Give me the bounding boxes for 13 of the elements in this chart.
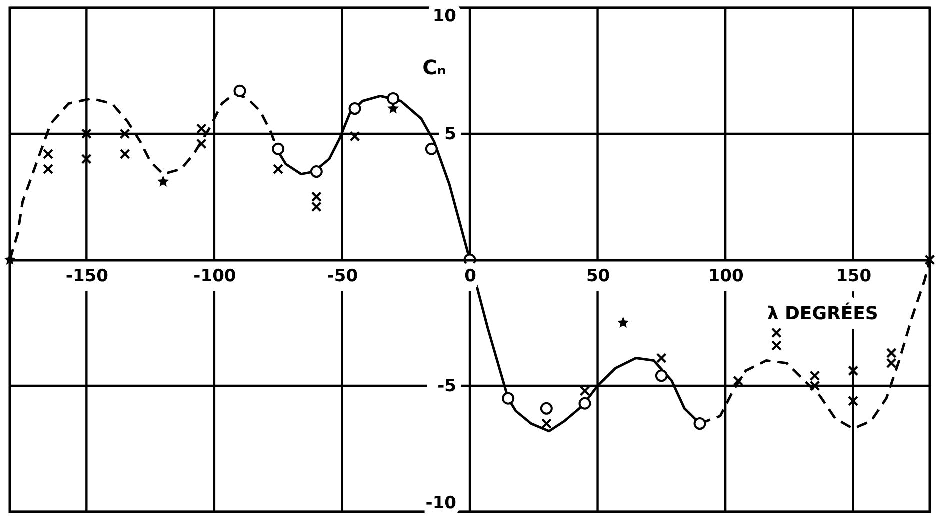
x-tick-label: 0: [464, 266, 477, 286]
x-tick-label: 50: [586, 266, 610, 286]
x-tick-label: -150: [66, 266, 109, 286]
x-tick-label: -50: [327, 266, 358, 286]
y-tick-label: -5: [438, 376, 456, 396]
x-tick-label: 150: [836, 266, 872, 286]
y-tick-label: 10: [432, 6, 457, 26]
y-axis-title: Cₙ: [422, 56, 446, 80]
x-axis-title: λ DEGRÉES: [767, 302, 878, 324]
y-tick-label: 5: [444, 124, 456, 144]
y-tick-label: -10: [426, 494, 457, 514]
x-tick-label: -100: [194, 266, 236, 286]
x-tick-label: 100: [708, 266, 744, 286]
